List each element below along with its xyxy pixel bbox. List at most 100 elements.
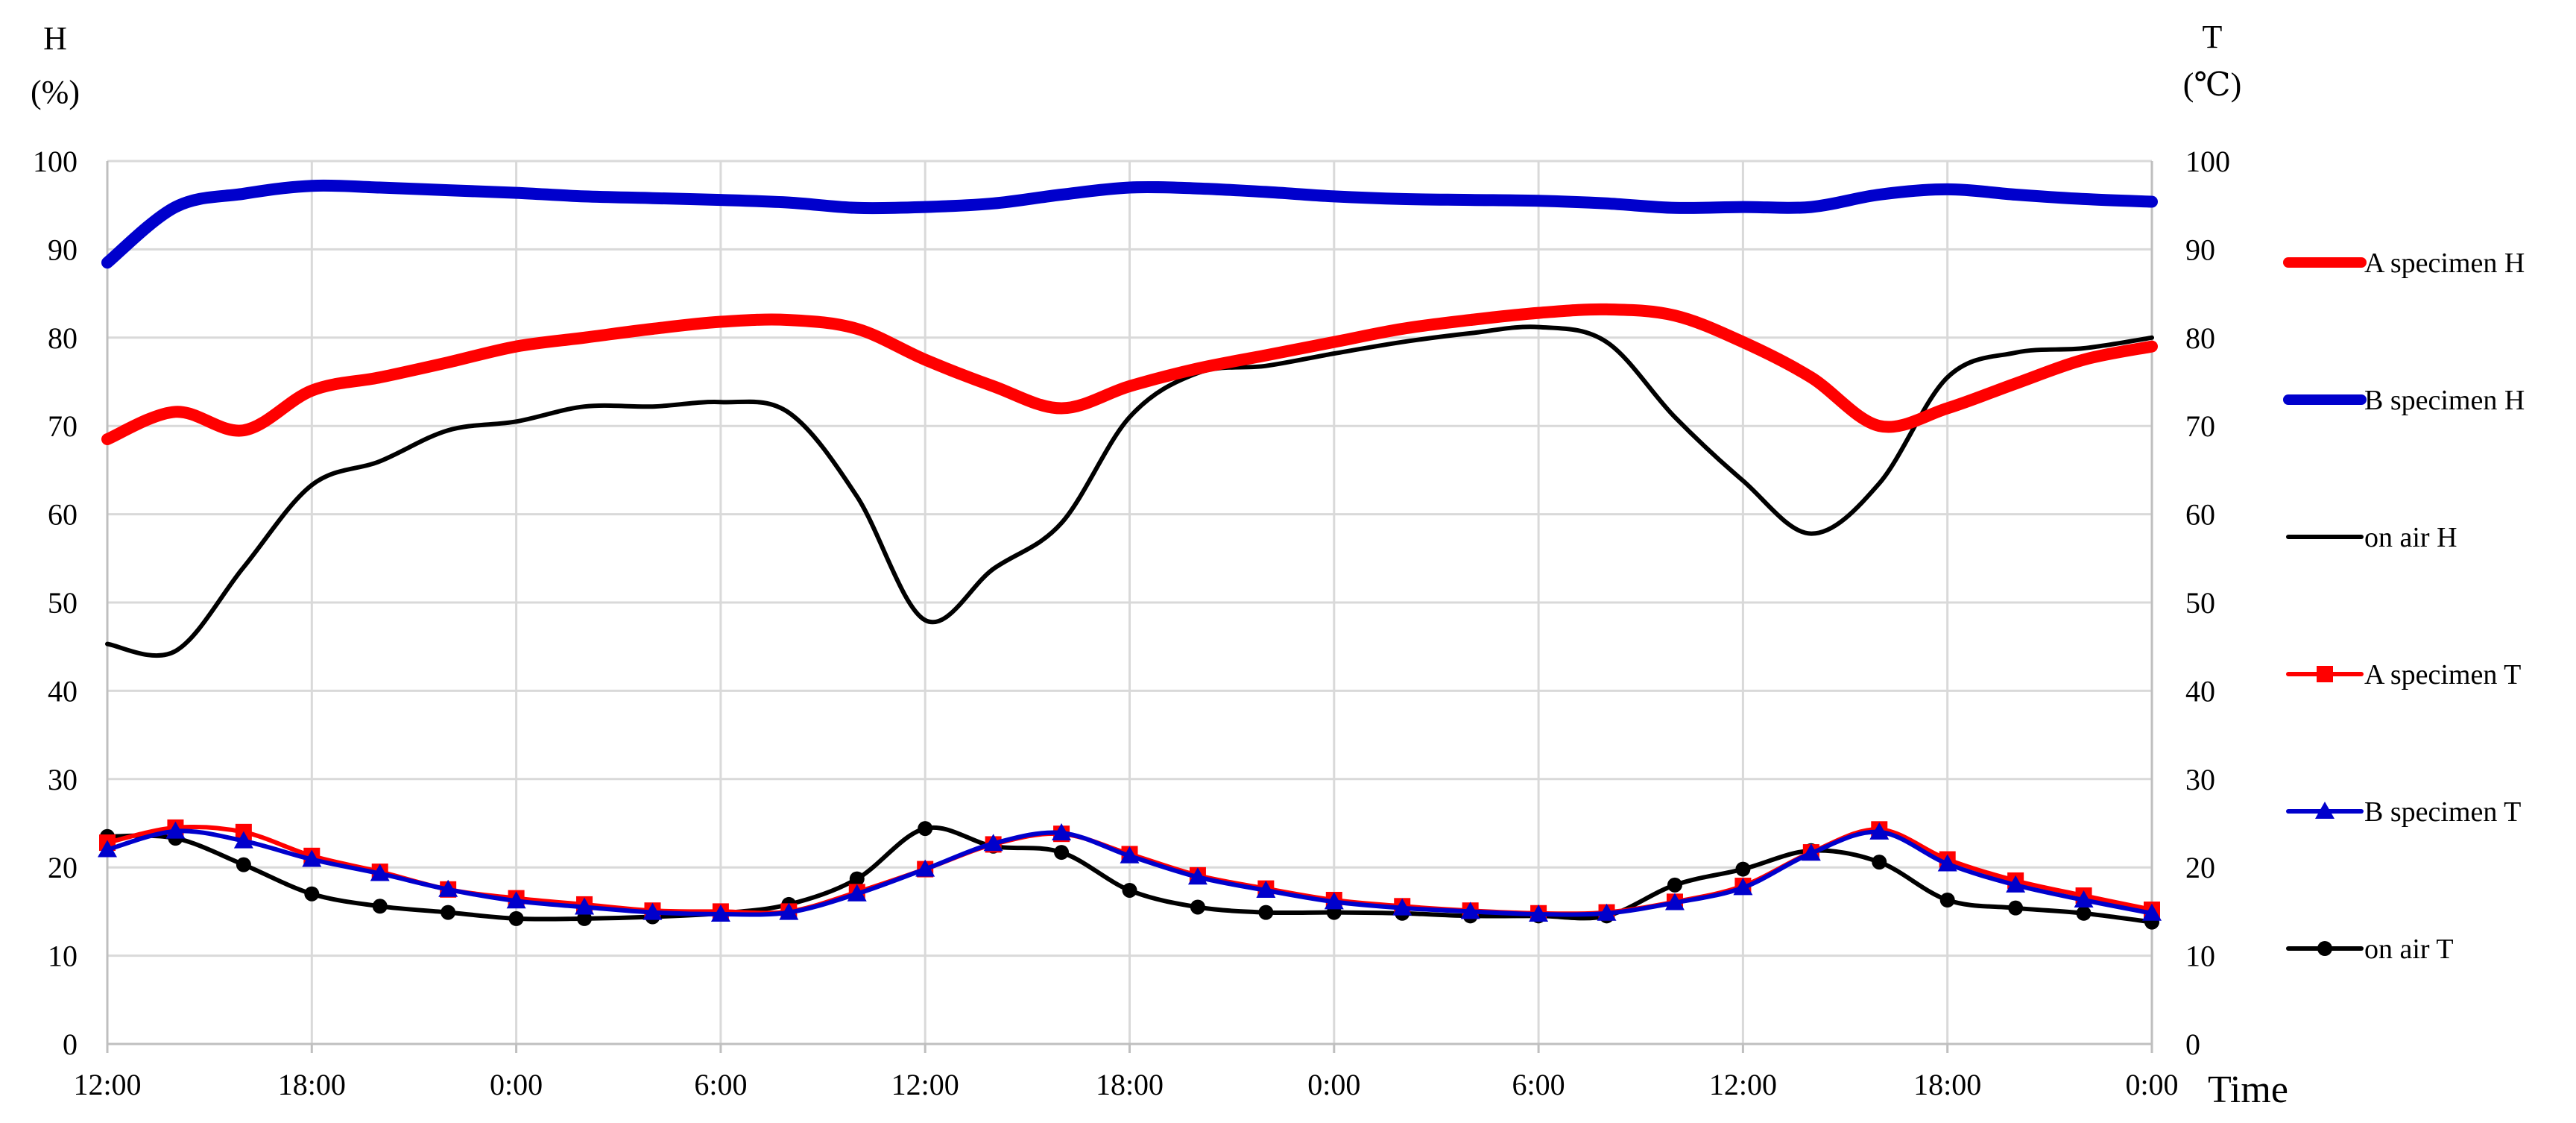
data-point-b-specimen-t <box>1460 902 1480 919</box>
data-point-on-air-t <box>1735 861 1751 877</box>
data-point-b-specimen-t <box>1256 880 1276 898</box>
data-point-b-specimen-t <box>643 902 663 920</box>
data-point-on-air-t <box>1190 899 1205 915</box>
data-point-b-specimen-t <box>1392 898 1412 916</box>
data-point-b-specimen-t <box>779 902 799 920</box>
data-point-on-air-t <box>2008 900 2024 916</box>
series-line-a-specimen-h <box>101 303 2158 445</box>
left-tick-label: 20 <box>48 851 78 884</box>
series-b-specimen-h <box>101 179 2158 269</box>
series-line-b-specimen-h <box>101 179 2158 269</box>
data-point-on-air-t <box>1054 845 1070 861</box>
plot-series <box>98 179 2162 930</box>
left-axis-ticks: 0 10 20 30 40 50 60 70 80 90 100 <box>33 145 78 1061</box>
data-point-on-air-t <box>918 821 933 837</box>
left-tick-label: 50 <box>48 586 78 620</box>
data-point-on-air-t <box>849 871 865 887</box>
data-point-on-air-t <box>304 886 320 902</box>
legend-label: A specimen T <box>2364 659 2521 691</box>
data-point-b-specimen-t <box>2142 903 2162 921</box>
data-point-b-specimen-t <box>915 859 935 877</box>
right-axis-label: T <box>2203 19 2223 55</box>
left-tick-label: 0 <box>63 1028 78 1061</box>
x-tick-label: 18:00 <box>1096 1068 1164 1101</box>
data-point-b-specimen-t <box>1801 843 1821 861</box>
data-point-on-air-t <box>1122 882 1137 898</box>
data-point-on-air-t <box>1872 855 1887 870</box>
x-tick-label: 6:00 <box>694 1068 747 1101</box>
left-axis-label: H <box>43 20 67 57</box>
series-b-specimen-t <box>98 821 2162 922</box>
legend-label: B specimen H <box>2364 385 2525 416</box>
data-point-b-specimen-t <box>1664 893 1685 910</box>
data-point-on-air-t <box>577 910 593 926</box>
left-tick-label: 40 <box>48 674 78 708</box>
legend-item-b-specimen-t: B specimen T <box>2286 796 2521 828</box>
x-tick-label: 0:00 <box>490 1068 543 1101</box>
data-point-b-specimen-t <box>2006 875 2026 893</box>
legend-marker <box>2315 802 2334 819</box>
data-point-b-specimen-t <box>1733 878 1753 896</box>
right-tick-label: 60 <box>2185 498 2215 532</box>
legend-item-on-air-h: on air H <box>2286 522 2457 553</box>
left-tick-label: 10 <box>48 940 78 973</box>
data-point-b-specimen-t <box>438 879 458 897</box>
left-tick-label: 80 <box>48 321 78 355</box>
data-point-b-specimen-t <box>1869 822 1890 840</box>
data-point-b-specimen-t <box>1120 846 1140 864</box>
legend-item-b-specimen-h: B specimen H <box>2283 385 2525 416</box>
data-point-b-specimen-t <box>165 821 186 839</box>
series-a-specimen-h <box>101 303 2158 445</box>
right-axis-unit: (℃) <box>2183 66 2242 103</box>
legend-label: B specimen T <box>2364 796 2521 828</box>
data-point-b-specimen-t <box>983 834 1003 852</box>
data-point-on-air-t <box>236 857 251 872</box>
x-tick-label: 0:00 <box>2125 1068 2178 1101</box>
data-point-b-specimen-t <box>575 897 595 915</box>
right-axis-ticks: 0 10 20 30 40 50 60 70 80 90 100 <box>2185 145 2230 1061</box>
data-point-b-specimen-t <box>1937 854 1957 872</box>
x-axis-label: Time <box>2208 1069 2288 1111</box>
data-point-on-air-t <box>508 910 524 926</box>
data-point-b-specimen-t <box>302 849 322 867</box>
x-tick-label: 12:00 <box>73 1068 141 1101</box>
data-point-b-specimen-t <box>1187 867 1208 885</box>
legend-label: on air T <box>2364 934 2454 965</box>
grid-lines <box>107 160 2153 1044</box>
legend-label: A specimen H <box>2364 248 2525 279</box>
legend-item-a-specimen-t: A specimen T <box>2286 659 2521 691</box>
data-point-b-specimen-t <box>1597 903 1617 921</box>
data-point-b-specimen-t <box>2074 890 2094 908</box>
x-tick-label: 12:00 <box>1709 1068 1777 1101</box>
right-tick-label: 10 <box>2185 940 2215 973</box>
data-point-on-air-t <box>441 905 456 920</box>
right-tick-label: 90 <box>2185 233 2215 266</box>
series-on-air-h <box>105 324 2154 658</box>
x-axis-ticks: 12:00 18:00 0:00 6:00 12:00 18:00 0:00 6:00 12:0… <box>73 1044 2179 1101</box>
data-point-on-air-t <box>1258 905 1274 920</box>
legend-item-on-air-t: on air T <box>2286 934 2454 965</box>
right-tick-label: 100 <box>2185 145 2230 178</box>
legend-marker <box>2317 666 2333 682</box>
right-tick-label: 30 <box>2185 763 2215 796</box>
right-tick-label: 20 <box>2185 851 2215 884</box>
data-point-b-specimen-t <box>1052 823 1072 841</box>
data-point-on-air-t <box>1939 893 1955 908</box>
data-point-b-specimen-t <box>1529 904 1549 922</box>
legend-marker <box>2317 941 2332 956</box>
left-axis-unit: (%) <box>31 74 80 110</box>
right-tick-label: 0 <box>2185 1028 2200 1061</box>
data-point-b-specimen-t <box>847 884 867 902</box>
legend: A specimen H B specimen H on air H A specim… <box>2283 248 2525 965</box>
left-tick-label: 30 <box>48 763 78 796</box>
x-tick-label: 18:00 <box>278 1068 346 1101</box>
data-point-on-air-t <box>372 899 388 914</box>
legend-item-a-specimen-h: A specimen H <box>2283 248 2525 279</box>
data-point-b-specimen-t <box>1324 892 1344 910</box>
legend-label: on air H <box>2364 522 2457 553</box>
left-tick-label: 70 <box>48 409 78 443</box>
series-line-on-air-h <box>105 324 2154 658</box>
right-tick-label: 80 <box>2185 321 2215 355</box>
right-tick-label: 50 <box>2185 586 2215 620</box>
